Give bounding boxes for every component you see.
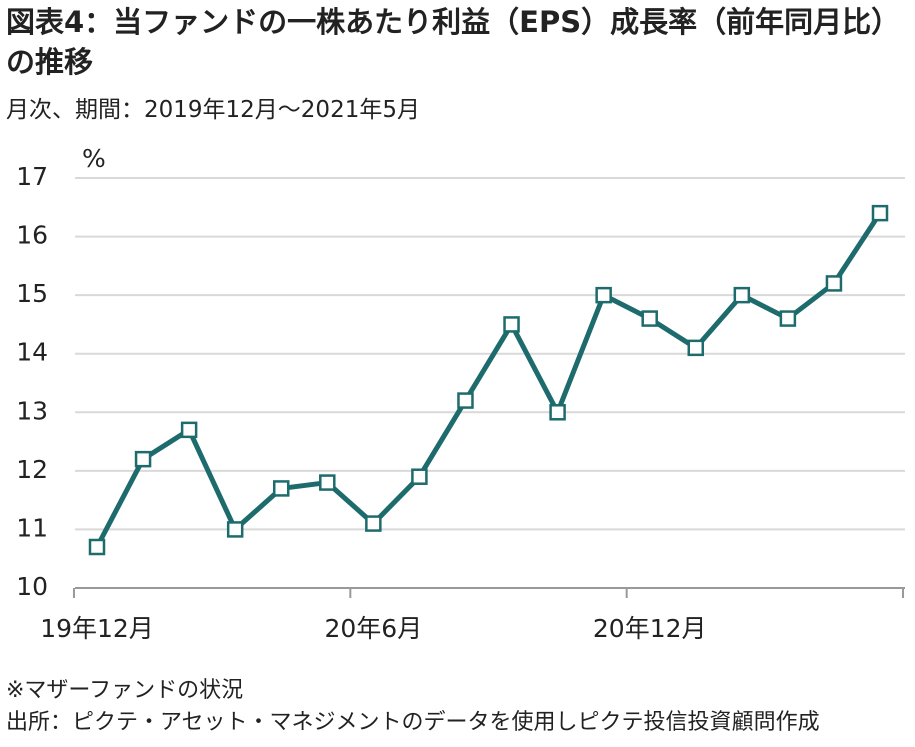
note: ※マザーファンドの状況 (6, 678, 244, 703)
marker (365, 515, 382, 532)
chart-title: 図表4：当ファンドの一株あたり利益（EPS）成長率（前年同月比）の推移 (6, 5, 901, 79)
marker (871, 204, 889, 222)
y-tick-label: 12 (16, 455, 48, 484)
y-tick-label: 16 (16, 221, 48, 250)
y-tick-label: 15 (16, 279, 48, 308)
marker (779, 310, 797, 327)
y-tick-label: 17 (16, 162, 48, 191)
marker (825, 275, 843, 292)
y-axis-label: % (82, 144, 106, 173)
marker (457, 392, 474, 409)
marker (411, 468, 428, 485)
marker (88, 538, 106, 556)
chart-subtitle: 月次、期間：2019年12月～2021年5月 (6, 97, 420, 123)
marker (319, 474, 336, 491)
line (94, 211, 883, 549)
x-tick-label: 20年12月 (593, 614, 707, 643)
x-tick-label: 20年6月 (324, 614, 422, 643)
marker (549, 404, 566, 421)
marker (134, 450, 152, 468)
y-tick-label: 11 (16, 513, 48, 542)
marker (503, 316, 520, 333)
marker (272, 480, 290, 497)
marker (641, 310, 658, 327)
y-tick-label: 14 (16, 338, 48, 367)
source: 出所：ピクテ・アセット・マネジメントのデータを使用しピクテ投信投資顧問作成 (6, 710, 820, 735)
y-tick-label: 10 (16, 572, 48, 601)
marker (687, 339, 705, 357)
x-tick-label: 19年12月 (40, 614, 154, 643)
marker (180, 421, 198, 439)
marker (226, 521, 244, 538)
marker (733, 286, 751, 304)
marker (595, 286, 612, 304)
y-tick-label: 13 (16, 396, 48, 425)
